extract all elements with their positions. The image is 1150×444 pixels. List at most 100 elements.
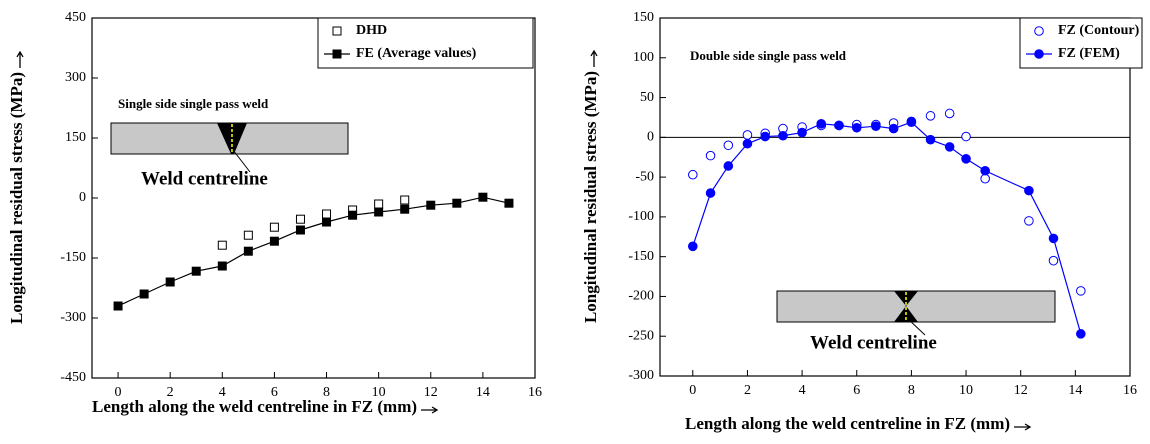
data-point xyxy=(1076,329,1086,339)
legend-marker xyxy=(332,49,342,59)
data-point xyxy=(295,225,305,235)
data-point xyxy=(217,240,227,250)
data-point xyxy=(478,192,488,202)
y-tick-label: 0 xyxy=(79,190,86,205)
y-axis-arrow xyxy=(16,50,24,68)
x-tick-label: 6 xyxy=(853,383,860,398)
legend-marker xyxy=(1034,26,1044,36)
x-axis-arrow xyxy=(1014,423,1032,431)
annotation: Double side single pass weld xyxy=(690,48,847,63)
x-tick-label: 14 xyxy=(1068,383,1082,398)
legend-frame xyxy=(317,17,534,69)
y-tick-label: -150 xyxy=(628,249,654,264)
x-tick-label: 16 xyxy=(528,385,542,400)
weld-inset-right xyxy=(776,290,1056,336)
data-point xyxy=(1048,255,1059,266)
data-point xyxy=(348,210,358,220)
x-tick-label: 10 xyxy=(959,383,973,398)
y-axis-label: Longitudinal residual stress (MPa) xyxy=(581,71,600,323)
x-tick-label: 8 xyxy=(323,385,330,400)
annotation: Weld centreline xyxy=(141,168,268,189)
data-point xyxy=(1076,286,1086,296)
data-point xyxy=(944,142,955,152)
plot-frame xyxy=(659,17,1131,377)
data-point xyxy=(705,188,716,198)
data-point xyxy=(400,195,410,205)
legend-label: FZ (Contour) xyxy=(1058,23,1140,38)
y-tick-label: -50 xyxy=(635,169,654,184)
data-point xyxy=(816,119,827,129)
data-point xyxy=(797,127,807,138)
x-axis-label: Length along the weld centreline in FZ (… xyxy=(92,397,417,416)
x-tick-label: 16 xyxy=(1123,383,1137,398)
data-point xyxy=(961,154,971,164)
data-point xyxy=(269,222,279,232)
data-point xyxy=(452,198,462,208)
y-tick-label: 450 xyxy=(65,10,86,25)
x-tick-label: 0 xyxy=(115,385,122,400)
data-point xyxy=(687,241,698,252)
y-axis-arrow xyxy=(590,49,598,67)
data-point xyxy=(906,117,917,128)
data-point xyxy=(374,199,384,209)
y-tick-label: -250 xyxy=(628,328,654,343)
x-axis-arrow xyxy=(421,406,439,414)
x-tick-label: 6 xyxy=(271,385,278,400)
data-point xyxy=(217,261,227,271)
data-point xyxy=(851,122,862,133)
data-point xyxy=(113,301,123,311)
data-point xyxy=(1024,216,1034,226)
y-tick-label: -300 xyxy=(628,368,654,383)
legend-marker xyxy=(332,26,342,36)
x-tick-label: 14 xyxy=(476,385,490,400)
weld-inset-left xyxy=(110,122,349,173)
x-tick-label: 4 xyxy=(799,383,806,398)
legend-marker xyxy=(1034,49,1044,59)
data-point xyxy=(322,217,332,227)
data-point xyxy=(191,266,201,276)
data-point xyxy=(778,130,788,141)
y-tick-label: -300 xyxy=(60,310,86,325)
x-tick-label: 2 xyxy=(744,383,751,398)
y-tick-label: 50 xyxy=(640,90,654,105)
x-tick-label: 8 xyxy=(908,383,915,398)
x-tick-label: 0 xyxy=(689,383,696,398)
data-point xyxy=(243,246,253,256)
data-point xyxy=(742,138,753,149)
x-tick-label: 12 xyxy=(424,385,438,400)
data-point xyxy=(944,108,955,119)
data-point xyxy=(723,161,734,171)
data-point xyxy=(322,209,332,219)
data-point xyxy=(723,140,734,151)
data-point xyxy=(760,131,771,142)
data-point xyxy=(1048,233,1059,244)
data-point xyxy=(742,130,753,140)
x-tick-label: 2 xyxy=(167,385,174,400)
y-axis-label: Longitudinal residual stress (MPa) xyxy=(7,72,26,324)
y-tick-label: -200 xyxy=(628,289,654,304)
legend-frame xyxy=(1019,17,1143,69)
y-tick-label: 100 xyxy=(633,50,654,65)
data-point xyxy=(139,289,149,299)
y-tick-label: 150 xyxy=(65,130,86,145)
legend-label: DHD xyxy=(356,23,387,38)
data-point xyxy=(374,207,384,217)
annotation: Weld centreline xyxy=(810,332,937,353)
data-point xyxy=(426,200,436,210)
x-tick-label: 4 xyxy=(219,385,226,400)
legend-label: FZ (FEM) xyxy=(1058,46,1120,61)
x-tick-label: 12 xyxy=(1014,383,1028,398)
data-point xyxy=(1024,185,1034,196)
legend-label: FE (Average values) xyxy=(356,46,477,61)
annotation: Single side single pass weld xyxy=(118,96,269,111)
data-point xyxy=(834,120,844,131)
data-point xyxy=(400,204,410,214)
y-tick-label: 150 xyxy=(633,10,654,25)
y-tick-label: 0 xyxy=(647,130,654,145)
plot-frame xyxy=(91,17,536,379)
y-tick-label: -100 xyxy=(628,209,654,224)
data-point xyxy=(269,236,279,246)
data-point xyxy=(504,198,514,208)
series-line xyxy=(117,196,510,307)
y-tick-label: -150 xyxy=(60,250,86,265)
